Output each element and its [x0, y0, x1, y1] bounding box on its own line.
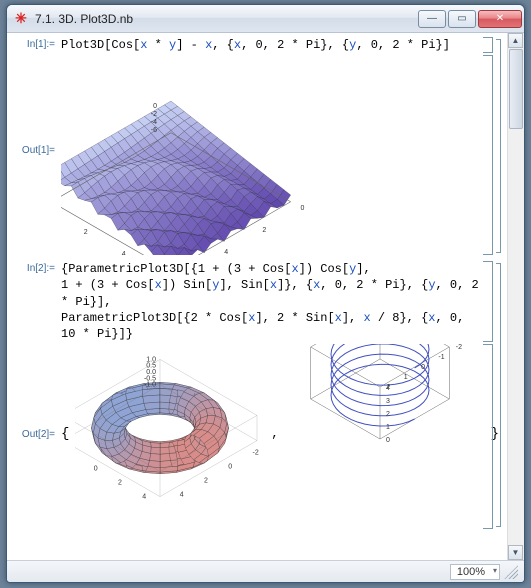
list-comma: ,	[271, 427, 278, 441]
group-bracket[interactable]	[496, 39, 501, 253]
svg-text:0: 0	[94, 466, 98, 473]
svg-text:-1.0: -1.0	[144, 382, 156, 389]
svg-text:4: 4	[386, 385, 390, 392]
cell-bracket[interactable]	[483, 261, 493, 342]
titlebar[interactable]: ✳ 7.1. 3D. Plot3D.nb — ▭ ✕	[7, 5, 524, 33]
in-label-2: In[2]:=	[13, 261, 61, 274]
window-title: 7.1. 3D. Plot3D.nb	[35, 12, 412, 26]
svg-text:4: 4	[143, 494, 147, 501]
cell-bracket[interactable]	[483, 37, 493, 53]
list-open-brace: {	[61, 426, 69, 442]
svg-text:4: 4	[224, 249, 228, 255]
cell-group-1: In[1]:= Plot3D[Cos[x * y] - x, {x, 0, 2 …	[13, 37, 501, 255]
vertical-scrollbar[interactable]: ▲ ▼	[507, 33, 524, 560]
svg-text:4: 4	[180, 492, 184, 499]
scroll-thumb[interactable]	[509, 49, 523, 129]
svg-text:2: 2	[84, 229, 88, 236]
scroll-up-button[interactable]: ▲	[508, 33, 523, 48]
content-area: In[1]:= Plot3D[Cos[x * y] - x, {x, 0, 2 …	[7, 33, 524, 560]
svg-text:-6: -6	[151, 127, 157, 134]
app-window: ✳ 7.1. 3D. Plot3D.nb — ▭ ✕ In[1]:= Plot3…	[6, 4, 525, 583]
out1-body[interactable]: 024602460-2-4-6	[61, 55, 493, 255]
parametric-plot-helix[interactable]: -2-1012-2-101201234	[285, 344, 485, 524]
input-cell-2[interactable]: In[2]:= {ParametricPlot3D[{1 + (3 + Cos[…	[13, 261, 493, 342]
cell-bracket[interactable]	[483, 344, 493, 529]
svg-text:-2: -2	[151, 111, 157, 118]
zoom-value: 100%	[457, 566, 485, 578]
in1-code[interactable]: Plot3D[Cos[x * y] - x, {x, 0, 2 * Pi}, {…	[61, 37, 493, 53]
svg-text:0: 0	[386, 437, 390, 444]
notebook-body[interactable]: In[1]:= Plot3D[Cos[x * y] - x, {x, 0, 2 …	[7, 33, 507, 560]
svg-text:0: 0	[300, 205, 304, 212]
svg-text:-4: -4	[151, 119, 157, 126]
output-cell-2: Out[2]= { -2024-2024-1.0-0.50.00.51.0 , …	[13, 344, 493, 529]
svg-text:1: 1	[386, 424, 390, 431]
svg-text:2: 2	[204, 478, 208, 485]
close-icon: ✕	[496, 13, 504, 24]
svg-text:0: 0	[153, 103, 157, 110]
svg-text:-2: -2	[455, 344, 461, 351]
app-icon: ✳	[13, 11, 29, 27]
svg-text:-2: -2	[253, 450, 259, 457]
svg-text:-1: -1	[438, 354, 444, 361]
svg-text:0: 0	[421, 364, 425, 371]
svg-text:-0.5: -0.5	[144, 375, 156, 382]
in-label-1: In[1]:=	[13, 37, 61, 50]
maximize-button[interactable]: ▭	[448, 10, 476, 28]
plot3d-surface[interactable]: 024602460-2-4-6	[61, 55, 441, 255]
svg-text:0.5: 0.5	[147, 363, 157, 370]
cell-group-2: In[2]:= {ParametricPlot3D[{1 + (3 + Cos[…	[13, 261, 501, 529]
output-cell-1: Out[1]= 024602460-2-4-6	[13, 55, 493, 255]
svg-text:0: 0	[229, 464, 233, 471]
parametric-plot-torus[interactable]: -2024-2024-1.0-0.50.00.51.0	[75, 354, 265, 514]
svg-text:2: 2	[262, 227, 266, 234]
svg-text:0.0: 0.0	[147, 369, 157, 376]
svg-text:1: 1	[403, 374, 407, 381]
close-button[interactable]: ✕	[478, 10, 522, 28]
svg-text:4: 4	[122, 251, 126, 255]
out-label-1: Out[1]=	[13, 55, 61, 156]
svg-text:1.0: 1.0	[147, 357, 157, 364]
resize-grip[interactable]	[504, 565, 518, 579]
minimize-button[interactable]: —	[418, 10, 446, 28]
svg-text:3: 3	[386, 398, 390, 405]
window-buttons: — ▭ ✕	[418, 10, 522, 28]
svg-text:2: 2	[386, 411, 390, 418]
out2-body[interactable]: { -2024-2024-1.0-0.50.00.51.0 , -2-1012-…	[61, 344, 507, 524]
group-bracket[interactable]	[496, 263, 501, 527]
scroll-down-button[interactable]: ▼	[508, 545, 523, 560]
minimize-icon: —	[427, 13, 437, 24]
cell-bracket[interactable]	[483, 55, 493, 255]
status-bar: 100%	[7, 560, 524, 582]
svg-text:2: 2	[118, 480, 122, 487]
input-cell-1[interactable]: In[1]:= Plot3D[Cos[x * y] - x, {x, 0, 2 …	[13, 37, 493, 53]
zoom-selector[interactable]: 100%	[450, 564, 500, 580]
maximize-icon: ▭	[457, 13, 466, 24]
out-label-2: Out[2]=	[13, 344, 61, 440]
in2-code[interactable]: {ParametricPlot3D[{1 + (3 + Cos[x]) Cos[…	[61, 261, 493, 342]
